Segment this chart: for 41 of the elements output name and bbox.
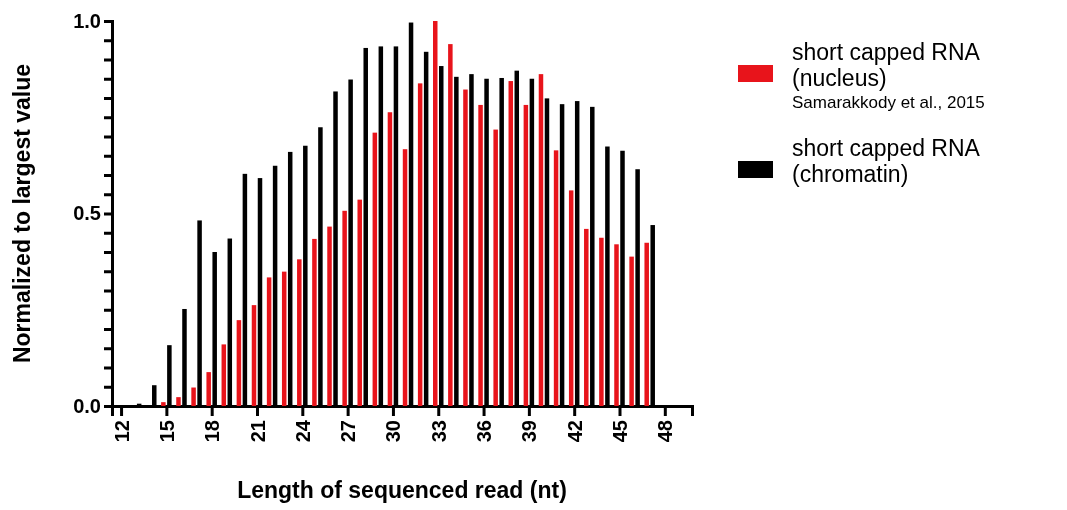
x-tick-label: 42 xyxy=(563,420,586,443)
bar xyxy=(644,242,649,406)
x-tick-label: 12 xyxy=(110,420,133,443)
x-tick-label: 27 xyxy=(337,420,360,443)
bar xyxy=(433,21,438,406)
bar xyxy=(493,129,498,406)
x-tick-label: 39 xyxy=(518,420,541,443)
y-tick-label: 1.0 xyxy=(73,9,101,32)
bar xyxy=(221,344,227,406)
bar xyxy=(478,104,483,406)
bar xyxy=(448,44,453,406)
bar xyxy=(357,199,362,406)
x-axis-title: Length of sequenced read (nt) xyxy=(237,477,567,503)
x-tick-label: 18 xyxy=(201,420,224,443)
x-tick-label: 15 xyxy=(155,420,178,443)
bar xyxy=(206,372,211,406)
x-tick-label: 33 xyxy=(427,420,450,443)
y-tick-label: 0.5 xyxy=(73,202,101,225)
bar xyxy=(176,397,181,406)
legend-label: short capped RNA (nucleus) xyxy=(792,39,981,92)
bar xyxy=(584,228,589,406)
y-tick-label: 0.0 xyxy=(73,394,101,417)
x-tick-label: 48 xyxy=(654,420,677,443)
bar xyxy=(614,244,619,406)
bar xyxy=(297,259,302,406)
bar xyxy=(599,237,604,406)
text: Samarakkody et al., 2015 xyxy=(792,93,985,112)
y-axis-title: Normalized to largest value xyxy=(9,63,35,364)
bar xyxy=(327,226,332,406)
x-tick-label: 30 xyxy=(382,420,405,443)
legend-label: short capped RNA (chromatin) xyxy=(792,135,981,188)
bar xyxy=(161,402,166,406)
x-tick-label: 24 xyxy=(291,419,314,443)
x-tick-label: 45 xyxy=(609,420,631,443)
bar xyxy=(629,256,634,406)
x-tick-label: 36 xyxy=(473,420,496,443)
x-tick-label: 21 xyxy=(246,420,269,443)
bar xyxy=(342,210,347,406)
bar xyxy=(463,89,468,406)
bar xyxy=(191,387,196,406)
bar xyxy=(312,238,317,406)
